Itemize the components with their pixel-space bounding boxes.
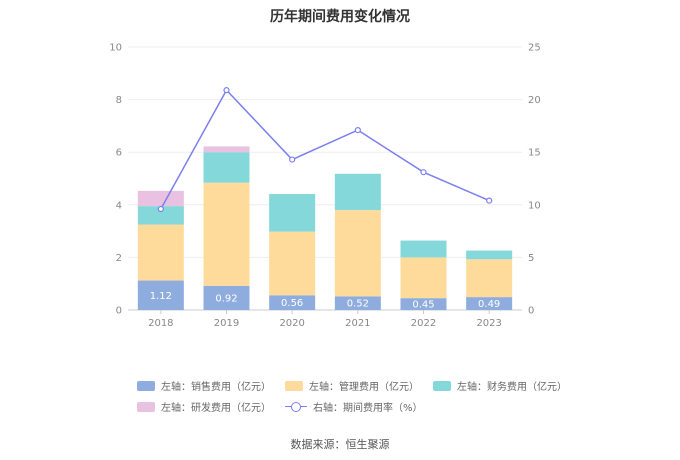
bar-segment [137, 190, 184, 207]
x-tick-label: 2018 [148, 318, 173, 329]
legend-item-rd[interactable]: 左轴：研发费用（亿元） [137, 399, 271, 414]
legend: 左轴：销售费用（亿元） 左轴：管理费用（亿元） 左轴：财务费用（亿元） 左轴：研… [0, 378, 680, 420]
bar-segment [334, 210, 381, 297]
bar-value-label: 0.56 [281, 298, 303, 309]
legend-label-rd: 左轴：研发费用（亿元） [161, 403, 271, 414]
left-tick-label: 10 [109, 43, 122, 54]
bar-value-label: 0.52 [347, 299, 369, 310]
legend-label-finance: 左轴：财务费用（亿元） [457, 382, 567, 393]
bar-segment [203, 152, 250, 183]
legend-item-admin[interactable]: 左轴：管理费用（亿元） [285, 378, 419, 393]
legend-label-sales: 左轴：销售费用（亿元） [161, 382, 271, 393]
data-source: 数据来源：恒生聚源 [290, 438, 390, 451]
bar-segment [466, 259, 513, 298]
left-axis: 0 2 4 6 8 10 [109, 43, 122, 317]
rate-point [289, 156, 296, 163]
left-tick-label: 2 [116, 253, 122, 264]
left-tick-label: 6 [116, 148, 122, 159]
legend-item-rate[interactable]: 右轴：期间费用率（%） [285, 399, 423, 414]
legend-label-admin: 左轴：管理费用（亿元） [309, 382, 419, 393]
right-tick-label: 20 [528, 95, 541, 106]
legend-item-finance[interactable]: 左轴：财务费用（亿元） [433, 378, 567, 393]
bar-segment [400, 240, 447, 258]
bar-segment [269, 231, 316, 296]
bar-segment [203, 146, 250, 153]
right-tick-label: 25 [528, 43, 541, 54]
bar-segment [203, 285, 250, 310]
bar-value-label: 0.92 [215, 293, 237, 304]
bar-segment [400, 257, 447, 299]
bar-segment [466, 297, 513, 310]
right-tick-label: 5 [528, 253, 534, 264]
gridlines [128, 46, 522, 311]
left-tick-label: 8 [116, 95, 122, 106]
legend-swatch-sales [137, 380, 155, 391]
x-tick-label: 2020 [279, 318, 304, 329]
bar-value-label: 1.12 [150, 291, 172, 302]
bar-segment [334, 173, 381, 211]
chart-title: 历年期间费用变化情况 [270, 9, 410, 25]
rate-point [157, 205, 164, 213]
chart-canvas: 0 2 4 6 8 10 0 5 10 15 20 25 1.12 0.92 0.56 0.52 0.45 0… [109, 43, 541, 330]
x-tick-label: 2021 [345, 318, 370, 329]
left-tick-label: 0 [116, 306, 122, 317]
rate-point [486, 197, 493, 204]
rate-point [223, 87, 230, 94]
bar-value-label: 0.49 [478, 299, 500, 310]
legend-swatch-admin [285, 380, 303, 391]
legend-swatch-rd [137, 401, 155, 412]
legend-line-rate-icon [285, 401, 307, 412]
bar-segment [137, 224, 184, 281]
bar-segment [269, 194, 316, 232]
bar-value-label: 0.45 [412, 300, 434, 311]
bars [137, 146, 513, 310]
legend-label-rate: 右轴：期间费用率（%） [313, 403, 423, 414]
bar-segment [137, 206, 184, 225]
bar-labels: 1.12 0.92 0.56 0.52 0.45 0.49 [150, 291, 501, 311]
rate-line-path [160, 88, 490, 210]
bar-segment [137, 280, 184, 310]
right-tick-label: 0 [528, 306, 534, 317]
left-tick-label: 4 [116, 200, 122, 211]
rate-line [157, 87, 493, 213]
bar-segment [269, 295, 316, 310]
rate-point [354, 127, 361, 134]
right-tick-label: 15 [528, 148, 541, 159]
x-tick-label: 2019 [214, 318, 239, 329]
right-axis: 0 5 10 15 20 25 [528, 43, 541, 317]
x-axis: 2018 2019 2020 2021 2022 2023 [148, 310, 502, 329]
bar-segment [400, 298, 447, 310]
right-tick-label: 10 [528, 200, 541, 211]
x-tick-label: 2023 [476, 318, 501, 329]
legend-item-sales[interactable]: 左轴：销售费用（亿元） [137, 378, 271, 393]
legend-swatch-finance [433, 380, 451, 391]
x-tick-label: 2022 [411, 318, 436, 329]
bar-segment [203, 182, 250, 286]
bar-segment [334, 296, 381, 310]
rate-point [420, 169, 427, 176]
bar-segment [466, 250, 513, 260]
